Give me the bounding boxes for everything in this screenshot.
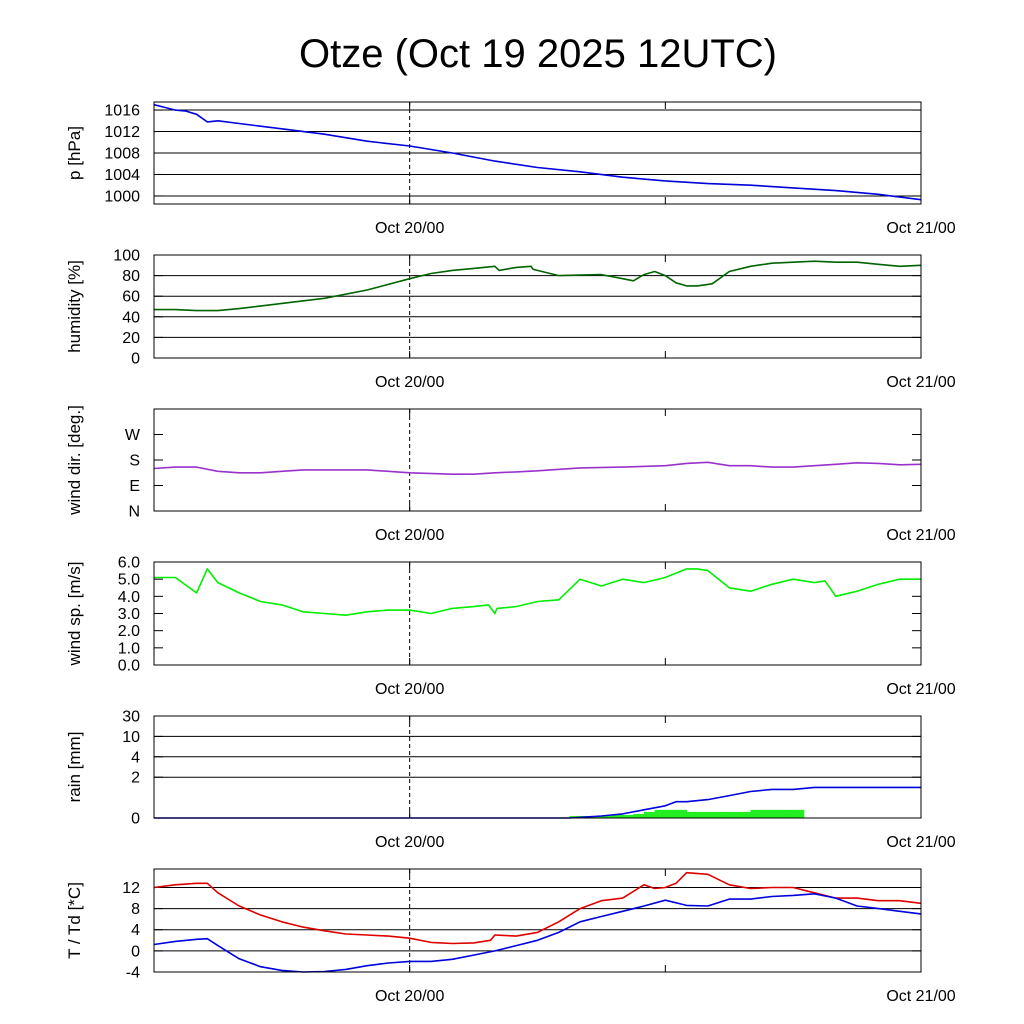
series-line-humidity [154, 260, 922, 312]
y-tick-label: 4.0 [118, 589, 140, 606]
y-tick-label: 1012 [104, 124, 140, 141]
y-axis-label: T / Td [*C] [65, 882, 84, 959]
rain-bar [633, 813, 645, 818]
rain-bar [697, 811, 709, 818]
series-line-temperature [153, 871, 922, 945]
y-tick-label: 12 [122, 880, 140, 897]
y-tick-label: -4 [126, 965, 140, 982]
x-tick-label: Oct 21/00 [886, 834, 955, 851]
x-tick-label: Oct 20/00 [375, 988, 444, 1005]
panel-2: 0 20 40 60 80 100 Oct 20/00 Oct 21/00 humidity [… [65, 248, 956, 392]
x-tick-label: Oct 21/00 [886, 681, 955, 698]
y-axis-label: p [hPa] [65, 126, 84, 180]
panel-frame [153, 101, 922, 205]
y-tick-label: E [129, 478, 140, 495]
rain-bar [750, 809, 762, 818]
panel-frame [153, 868, 922, 973]
rain-bar [644, 811, 656, 818]
y-tick-label: 4 [131, 922, 140, 939]
x-tick-label: Oct 21/00 [886, 374, 955, 391]
y-tick-label: 8 [131, 901, 140, 918]
rain-bar [739, 811, 752, 818]
x-tick-label: Oct 20/00 [375, 220, 444, 237]
y-tick-label: 1008 [104, 146, 140, 163]
y-tick-label: 4 [131, 749, 140, 766]
chart-title: Otze (Oct 19 2025 12UTC) [299, 32, 777, 76]
rain-bar [665, 809, 677, 818]
y-tick-label: 6.0 [118, 555, 140, 572]
y-tick-label: 0 [131, 811, 140, 828]
x-tick-label: Oct 21/00 [886, 527, 955, 544]
y-tick-label: 40 [122, 309, 140, 326]
y-tick-label: W [125, 427, 141, 444]
y-tick-label: 10 [122, 729, 140, 746]
y-tick-label: 30 [122, 709, 140, 726]
panel-frame [153, 254, 922, 359]
y-tick-label: 1004 [104, 167, 140, 184]
panel-5: 0 2 4 10 30 Oct 20/00 Oct 21/00 rain [mm] [65, 709, 956, 852]
rain-bar [675, 809, 688, 818]
rain-bar [771, 809, 784, 818]
rain-bar [601, 815, 613, 818]
y-tick-label: 20 [122, 330, 140, 347]
rain-bar [654, 809, 666, 818]
panel-frame [153, 715, 922, 819]
y-axis-label: rain [mm] [65, 732, 84, 803]
rain-bar [793, 809, 805, 818]
x-tick-label: Oct 20/00 [375, 834, 444, 851]
y-tick-label: 80 [122, 268, 140, 285]
rain-bar [707, 811, 720, 818]
y-tick-label: 2.0 [118, 623, 140, 640]
series-line-wind_dir [153, 461, 922, 476]
panel-4: 0.01.02.03.04.05.06.0 Oct 20/00 Oct 21/00 w… [65, 555, 956, 699]
y-tick-label: 1016 [104, 103, 140, 120]
y-axis-label: wind dir. [deg.] [65, 405, 84, 516]
panel-6: -4 0 4 8 12 Oct 20/00 Oct 21/00 T / Td [*C] [65, 868, 956, 1005]
y-axis-label: humidity [%] [65, 260, 84, 353]
rain-bar [686, 811, 698, 818]
y-tick-label: 5.0 [118, 572, 140, 589]
y-tick-label: 1000 [104, 188, 140, 205]
panel-frame [153, 408, 922, 512]
x-tick-label: Oct 21/00 [886, 988, 955, 1005]
rain-bar [612, 814, 624, 818]
rain-bar [718, 811, 730, 818]
x-tick-label: Oct 21/00 [886, 220, 955, 237]
rain-bar [729, 811, 741, 818]
y-tick-label: 3.0 [118, 606, 140, 623]
y-tick-label: 100 [113, 248, 140, 265]
y-tick-label: 1.0 [118, 640, 140, 657]
y-axis-label: wind sp. [m/s] [65, 562, 84, 667]
x-tick-label: Oct 20/00 [375, 527, 444, 544]
y-tick-label: 0 [131, 351, 140, 368]
rain-bar [761, 809, 773, 818]
series-line-wind_speed [154, 568, 921, 617]
y-tick-label: 0.0 [118, 658, 140, 675]
rain-bar [782, 809, 794, 818]
y-tick-label: S [129, 453, 140, 470]
y-tick-label: 2 [131, 770, 140, 787]
y-tick-label: 0 [131, 943, 140, 960]
rain-bar [622, 814, 634, 818]
series-line-rain_cumulative [154, 786, 921, 819]
x-tick-label: Oct 20/00 [375, 374, 444, 391]
y-tick-label: 60 [122, 289, 140, 306]
series-line-pressure [153, 103, 922, 201]
panel-frame [153, 561, 922, 666]
y-tick-label: N [128, 504, 140, 521]
x-tick-label: Oct 20/00 [375, 681, 444, 698]
panel-1: 1000 1004 1008 1012 1016 Oct 20/00 Oct 21/00 p … [65, 101, 956, 237]
series-line-dewpoint [153, 892, 922, 973]
